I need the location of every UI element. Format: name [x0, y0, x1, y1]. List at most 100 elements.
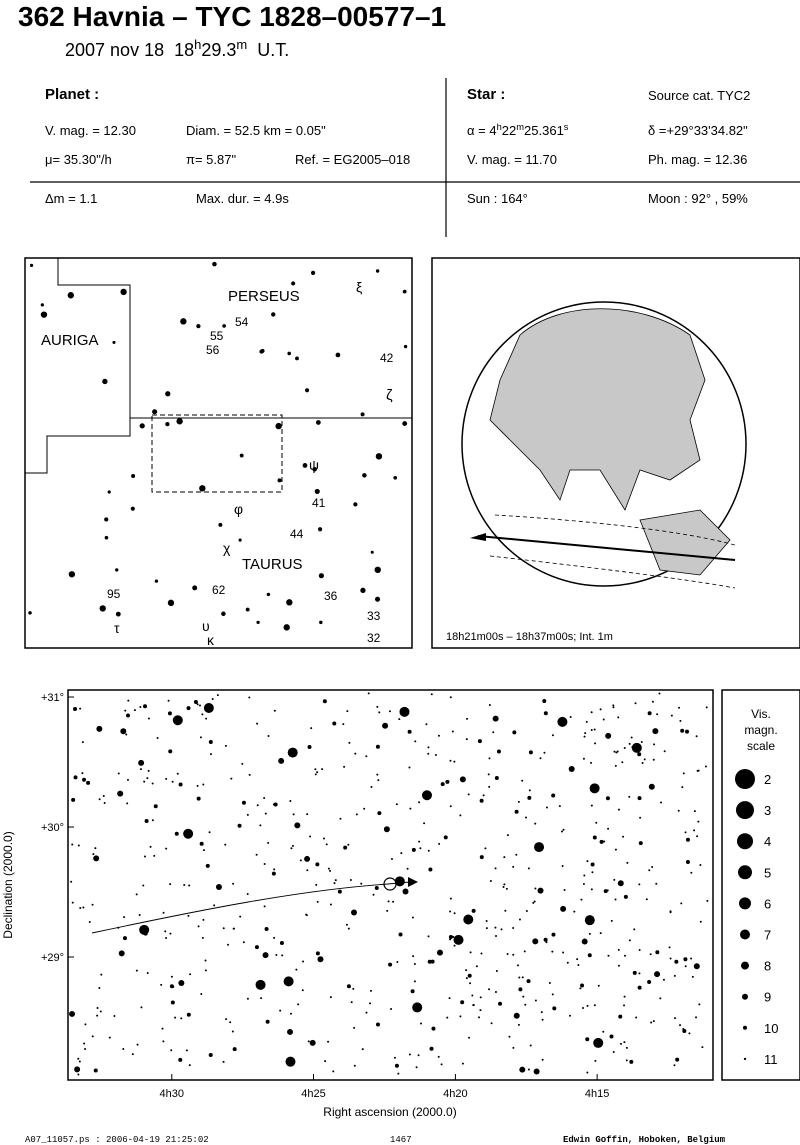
finder-star: [335, 352, 341, 358]
chart-star: [562, 828, 565, 831]
finder-star: [199, 485, 206, 492]
chart-star: [602, 718, 605, 721]
chart-star: [369, 1002, 372, 1005]
chart-star: [196, 784, 199, 787]
constellation-name: PERSEUS: [228, 288, 300, 305]
chart-star: [120, 728, 127, 735]
chart-star: [641, 762, 644, 765]
chart-star: [420, 1022, 423, 1025]
finder-star: [271, 312, 276, 317]
chart-star: [602, 1030, 605, 1033]
chart-star: [138, 759, 145, 766]
chart-star: [325, 843, 328, 846]
chart-star: [668, 946, 671, 949]
chart-star: [398, 932, 403, 937]
info-field-part: s: [564, 122, 569, 132]
info-field: δ =+29°33'34.82": [648, 123, 748, 138]
chart-star: [582, 883, 585, 886]
chart-star: [542, 699, 547, 704]
chart-star: [140, 1006, 143, 1009]
chart-star: [449, 696, 452, 699]
chart-star: [607, 954, 610, 957]
chart-star: [467, 793, 470, 796]
chart-star: [77, 1057, 80, 1060]
chart-star: [586, 1071, 589, 1074]
chart-star: [232, 1047, 237, 1052]
chart-star: [669, 911, 672, 914]
chart-star: [541, 1058, 544, 1061]
chart-star: [315, 862, 320, 867]
chart-star: [465, 969, 468, 972]
chart-star: [352, 987, 355, 990]
chart-star: [125, 713, 130, 718]
chart-star: [196, 703, 199, 706]
chart-star: [267, 735, 270, 738]
scale-label: 10: [764, 1021, 778, 1036]
chart-star: [188, 1064, 191, 1067]
chart-star: [374, 886, 379, 891]
chart-star: [294, 822, 301, 829]
chart-star: [259, 824, 262, 827]
chart-star: [675, 1057, 680, 1062]
chart-star: [619, 1042, 622, 1045]
chart-star: [411, 916, 414, 919]
chart-star: [265, 1019, 270, 1024]
info-field: Ph. mag. = 12.36: [648, 152, 747, 167]
chart-star: [597, 984, 600, 987]
x-tick-label: 4h30: [160, 1088, 184, 1100]
chart-star: [617, 716, 620, 719]
chart-star: [232, 882, 235, 885]
chart-star: [410, 989, 415, 994]
chart-star: [370, 786, 373, 789]
chart-star: [690, 871, 693, 874]
chart-star: [587, 953, 592, 958]
chart-star: [417, 1054, 420, 1057]
star-label: τ: [114, 620, 120, 636]
info-field-part: h: [497, 122, 502, 132]
chart-star: [427, 752, 430, 755]
chart-star: [170, 1049, 173, 1052]
chart-star: [345, 923, 348, 926]
chart-star: [199, 704, 202, 707]
chart-star: [607, 797, 610, 800]
chart-star: [139, 768, 142, 771]
chart-star: [503, 856, 506, 859]
star-label: 62: [212, 583, 226, 597]
chart-star: [138, 914, 141, 917]
finder-star: [353, 502, 358, 507]
chart-star: [329, 996, 332, 999]
chart-star: [521, 976, 524, 979]
scale-label: 8: [764, 959, 771, 974]
finder-star: [360, 587, 366, 593]
finder-star: [104, 517, 109, 522]
chart-star: [436, 949, 443, 956]
finder-star: [402, 289, 407, 294]
finder-star: [275, 422, 282, 430]
chart-star: [446, 1016, 449, 1019]
chart-star: [551, 950, 554, 953]
chart-star: [623, 995, 626, 998]
chart-star: [213, 904, 216, 907]
chart-star: [386, 909, 389, 912]
chart-star: [153, 804, 158, 809]
chart-star: [519, 1066, 526, 1073]
scale-dot: [740, 929, 750, 940]
chart-star: [309, 1039, 316, 1046]
chart-star: [569, 716, 572, 719]
chart-star: [580, 983, 585, 988]
finder-star: [312, 467, 317, 472]
finder-star: [291, 281, 296, 286]
scale-dot: [738, 865, 752, 880]
chart-star: [117, 926, 120, 929]
chart-star: [264, 812, 267, 815]
chart-star: [576, 958, 579, 961]
chart-star: [242, 941, 245, 944]
chart-star: [537, 887, 544, 894]
chart-star: [375, 744, 380, 749]
chart-star: [573, 910, 576, 913]
asteroid-path: [91, 881, 411, 934]
chart-star: [117, 772, 120, 775]
chart-star: [246, 997, 249, 1000]
chart-star: [170, 1000, 175, 1005]
finder-star: [375, 269, 380, 273]
